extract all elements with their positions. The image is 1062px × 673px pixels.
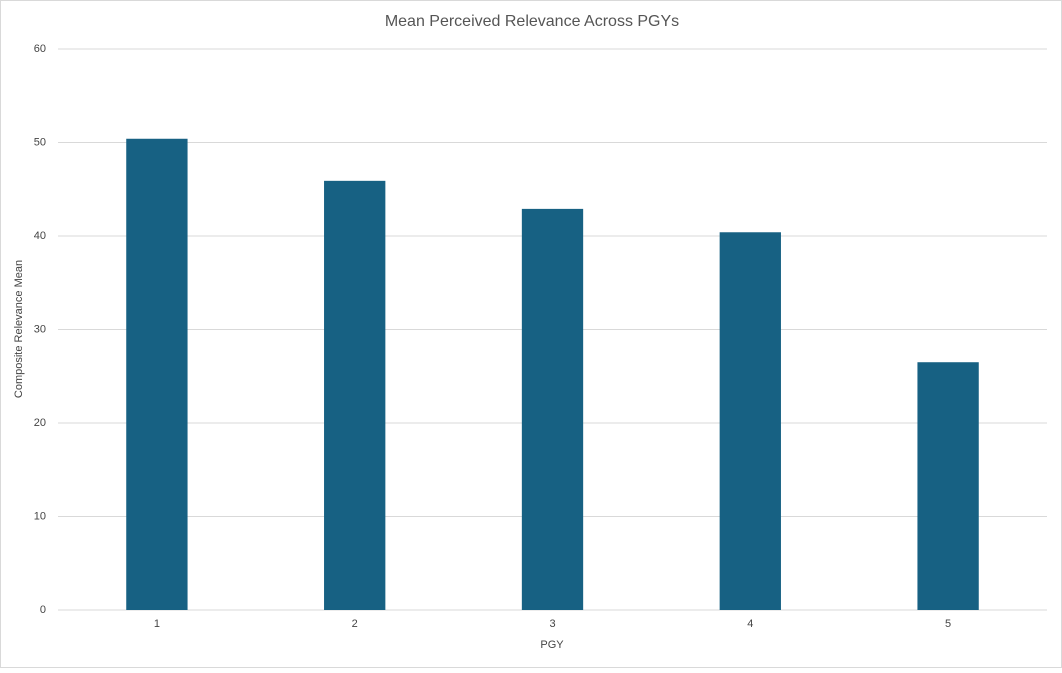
bar [324, 180, 386, 610]
x-tick-label: 2 [352, 618, 358, 630]
bar [917, 362, 979, 610]
x-tick-label: 1 [154, 618, 160, 630]
bar [126, 138, 188, 610]
y-tick-label: 0 [40, 604, 46, 616]
x-tick-label: 3 [549, 618, 555, 630]
y-tick-label: 40 [34, 230, 46, 242]
y-tick-label: 30 [34, 323, 46, 335]
x-axis-label: PGY [540, 639, 564, 651]
x-tick-label: 5 [945, 618, 951, 630]
y-tick-label: 50 [34, 136, 46, 148]
y-tick-label: 10 [34, 510, 46, 522]
chart-title: Mean Perceived Relevance Across PGYs [385, 13, 679, 30]
bar [521, 208, 584, 610]
bar [719, 232, 781, 610]
x-tick-label: 4 [747, 618, 753, 630]
y-tick-label: 60 [34, 43, 46, 55]
y-tick-label: 20 [34, 417, 46, 429]
y-axis-label: Composite Relevance Mean [13, 260, 25, 398]
